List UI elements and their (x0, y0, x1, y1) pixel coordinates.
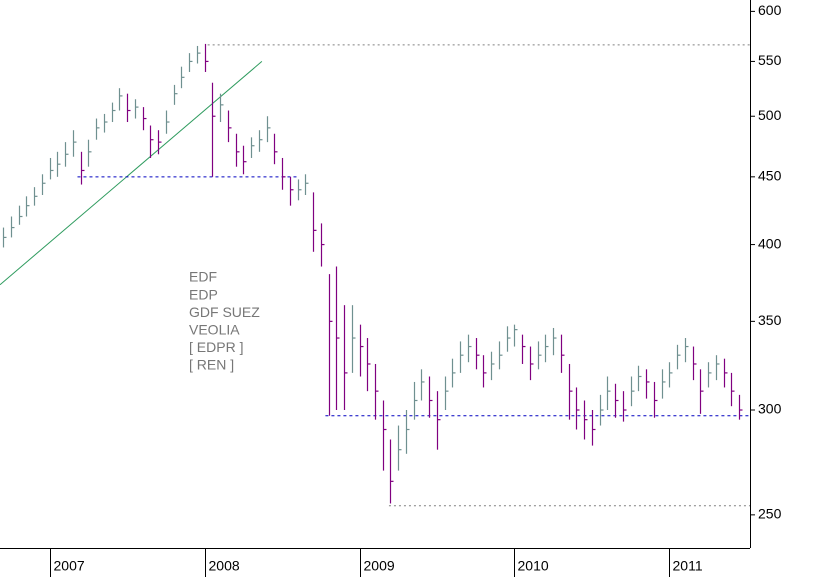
y-tick-label: 350 (758, 312, 782, 328)
x-tick-label: 2011 (673, 558, 703, 574)
y-tick-label: 400 (758, 235, 782, 251)
y-tick-label: 500 (758, 107, 782, 123)
x-tick-label: 2009 (364, 558, 395, 574)
x-tick-label: 2010 (518, 558, 549, 574)
annotation: [ REN ] (189, 357, 234, 373)
reference-line (0, 61, 263, 286)
y-tick-label: 450 (758, 168, 782, 184)
y-tick-label: 550 (758, 52, 782, 68)
y-tick-label: 300 (758, 401, 782, 417)
annotation: [ EDPR ] (189, 339, 243, 355)
y-tick-label: 250 (758, 506, 782, 522)
annotation: VEOLIA (189, 322, 240, 338)
annotation: EDP (189, 286, 218, 302)
annotation: GDF SUEZ (189, 304, 260, 320)
y-tick-label: 600 (758, 2, 782, 18)
x-tick-label: 2007 (54, 558, 85, 574)
x-tick-label: 2008 (209, 558, 240, 574)
annotation: EDF (189, 269, 217, 285)
